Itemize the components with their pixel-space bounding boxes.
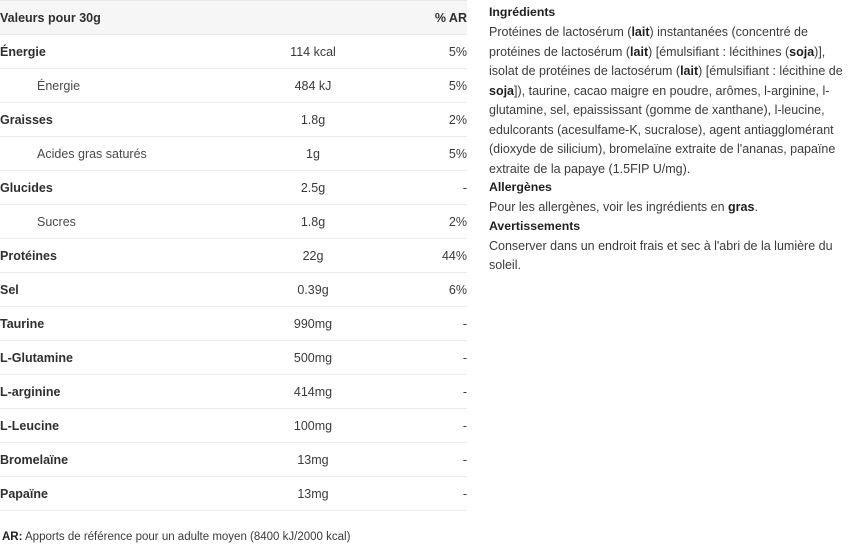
- table-row: Acides gras saturés 1g 5%: [0, 136, 467, 171]
- nutrient-name: Papaïne: [0, 476, 237, 511]
- table-row: Sucres 1.8g 2%: [0, 204, 467, 239]
- emphasis-allergen: soja: [489, 83, 515, 98]
- nutrient-name: L-Glutamine: [0, 340, 237, 375]
- table-row: Bromelaïne 13mg -: [0, 442, 467, 477]
- nutrient-ar-percent: 5%: [389, 68, 467, 103]
- nutrition-table: Valeurs pour 30g % AR Énergie 114 kcal 5% É…: [0, 0, 467, 511]
- nutrient-value: 990mg: [237, 306, 389, 341]
- nutrient-value: 2.5g: [237, 170, 389, 205]
- allergens-text: Pour les allergènes, voir les ingrédient…: [489, 198, 853, 218]
- nutrition-table-column: Valeurs pour 30g % AR Énergie 114 kcal 5% É…: [0, 0, 467, 545]
- column-header-serving: Valeurs pour 30g: [0, 0, 237, 35]
- warnings-text: Conserver dans un endroit frais et sec à…: [489, 237, 853, 276]
- nutrient-ar-percent: 2%: [389, 102, 467, 137]
- nutrient-name: Énergie: [0, 34, 237, 69]
- nutrient-ar-percent: 5%: [389, 136, 467, 171]
- text-fragment: )], isolat de protéines de lactosérum (: [489, 44, 826, 79]
- nutrient-name: Protéines: [0, 238, 237, 273]
- nutrient-value: 1.8g: [237, 204, 389, 239]
- footnote-label: AR:: [2, 531, 23, 543]
- table-row: Graisses 1.8g 2%: [0, 102, 467, 137]
- footnote-text: Apports de référence pour un adulte moye…: [22, 531, 351, 543]
- nutrient-ar-percent: -: [389, 306, 467, 341]
- table-row: Glucides 2.5g -: [0, 170, 467, 205]
- text-fragment: ) instantanées (concentré de protéines d…: [489, 25, 808, 59]
- ingredients-section: Ingrédients Protéines de lactosérum (lai…: [489, 4, 853, 179]
- nutrient-name: Taurine: [0, 306, 237, 341]
- table-row: Énergie 484 kJ 5%: [0, 68, 467, 103]
- emphasis-allergen: soja: [789, 44, 815, 59]
- table-row: Protéines 22g 44%: [0, 238, 467, 273]
- text-fragment: ) [émulsifiant : lécithine de: [698, 64, 843, 78]
- nutrient-name: Bromelaïne: [0, 442, 237, 477]
- nutrient-name: Sucres: [0, 204, 237, 239]
- emphasis-allergen: lait: [630, 44, 649, 59]
- nutrient-name: Graisses: [0, 102, 237, 137]
- nutrient-ar-percent: 2%: [389, 204, 467, 239]
- nutrient-name: Acides gras saturés: [0, 136, 237, 171]
- column-header-ar: % AR: [389, 0, 467, 35]
- nutrient-ar-percent: -: [389, 170, 467, 205]
- table-row: L-Leucine 100mg -: [0, 408, 467, 443]
- table-row: Taurine 990mg -: [0, 306, 467, 341]
- nutrient-ar-percent: 5%: [389, 34, 467, 69]
- nutrient-ar-percent: -: [389, 340, 467, 375]
- table-header-row: Valeurs pour 30g % AR: [0, 0, 467, 35]
- nutrient-value: 13mg: [237, 476, 389, 511]
- table-row: Papaïne 13mg -: [0, 476, 467, 511]
- text-fragment: ) [émulsifiant : lécithines (: [648, 44, 790, 59]
- table-row: Sel 0.39g 6%: [0, 272, 467, 307]
- nutrient-ar-percent: -: [389, 408, 467, 443]
- text-fragment: ]), taurine, cacao maigre en poudre, arô…: [489, 83, 836, 176]
- warnings-section: Avertissements Conserver dans un endroit…: [489, 218, 853, 276]
- nutrient-value: 0.39g: [237, 272, 389, 307]
- nutrient-ar-percent: -: [389, 442, 467, 477]
- nutrient-value: 500mg: [237, 340, 389, 375]
- nutrient-name: Sel: [0, 272, 237, 307]
- nutrient-value: 13mg: [237, 442, 389, 477]
- table-row: L-Glutamine 500mg -: [0, 340, 467, 375]
- emphasis-allergen: lait: [680, 64, 699, 78]
- table-footnote: AR: Apports de référence pour un adulte …: [0, 530, 467, 545]
- emphasis-allergen: gras: [728, 200, 755, 214]
- ingredients-heading: Ingrédients: [489, 5, 556, 19]
- nutrient-ar-percent: -: [389, 476, 467, 511]
- nutrient-value: 22g: [237, 238, 389, 273]
- nutrient-value: 414mg: [237, 374, 389, 409]
- nutrient-value: 114 kcal: [237, 34, 389, 69]
- table-row: Énergie 114 kcal 5%: [0, 34, 467, 69]
- emphasis-allergen: lait: [631, 25, 650, 39]
- warnings-heading: Avertissements: [489, 218, 581, 233]
- nutrient-ar-percent: 44%: [389, 238, 467, 273]
- nutrient-name: L-arginine: [0, 374, 237, 409]
- nutrient-value: 1.8g: [237, 102, 389, 137]
- text-fragment: Protéines de lactosérum (: [489, 25, 632, 39]
- allergens-section: Allergènes Pour les allergènes, voir les…: [489, 179, 853, 218]
- nutrient-value: 484 kJ: [237, 68, 389, 103]
- column-header-value: [237, 0, 389, 35]
- text-fragment: .: [754, 200, 758, 214]
- nutrient-name: Énergie: [0, 68, 237, 103]
- nutrient-ar-percent: -: [389, 374, 467, 409]
- text-fragment: Conserver dans un endroit frais et sec à…: [489, 238, 833, 273]
- nutrition-table-header: Valeurs pour 30g % AR: [0, 0, 467, 35]
- allergens-heading: Allergènes: [489, 180, 552, 194]
- product-info-column: Ingrédients Protéines de lactosérum (lai…: [467, 0, 859, 276]
- ingredients-text: Protéines de lactosérum (lait) instantan…: [489, 23, 853, 179]
- text-fragment: Pour les allergènes, voir les ingrédient…: [489, 200, 729, 214]
- nutrient-name: L-Leucine: [0, 408, 237, 443]
- nutrient-value: 100mg: [237, 408, 389, 443]
- nutrient-ar-percent: 6%: [389, 272, 467, 307]
- table-row: L-arginine 414mg -: [0, 374, 467, 409]
- nutrition-table-body: Énergie 114 kcal 5% Énergie 484 kJ 5% Graisses…: [0, 34, 467, 511]
- nutrient-name: Glucides: [0, 170, 237, 205]
- nutrient-value: 1g: [237, 136, 389, 171]
